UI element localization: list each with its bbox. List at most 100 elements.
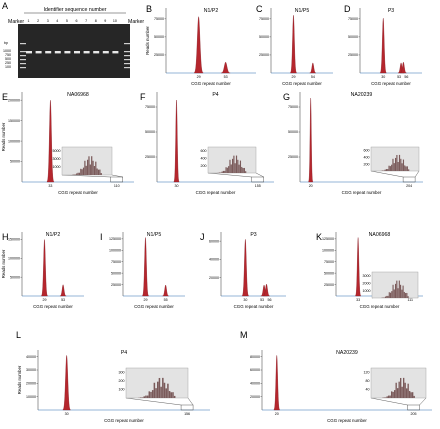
- x-axis-label: CGG repeat number: [33, 304, 73, 309]
- panel-m: M NA20239 20000 40000 60000 80000 20 205 CGG rep…: [240, 330, 432, 423]
- inset-bar: [386, 295, 388, 298]
- y-tick-label: 50000: [111, 271, 121, 275]
- gel-ladder-band: [20, 51, 26, 53]
- inset-bar: [226, 167, 228, 173]
- inset-bar: [413, 395, 415, 398]
- y-tick-label: 25000: [348, 53, 358, 57]
- y-tick-label: 150000: [8, 238, 20, 242]
- panel-a-gel: A Identifier sequence number Marker Mark…: [2, 1, 144, 78]
- panel-g: G NA20239 25000 50000 75000 20 204 CGG repeat n…: [283, 92, 423, 195]
- inset-bar: [395, 382, 397, 398]
- y-tick-label: 60000: [250, 368, 260, 372]
- panel-j: J P3 20000 40000 60000 30 53 56 CGG repeat numbe…: [200, 232, 286, 309]
- x-tick-label: 53: [224, 75, 228, 79]
- inset-bar: [89, 164, 91, 175]
- inset-bar: [73, 174, 75, 175]
- inset-bar: [405, 293, 407, 298]
- panel-letter: H: [2, 232, 9, 242]
- inset-bar: [165, 388, 167, 398]
- inset-y-tick-label: 600: [364, 149, 370, 153]
- inset-bar: [85, 165, 87, 175]
- inset-y-tick-label: 100: [119, 388, 125, 392]
- inset-bar: [93, 166, 96, 175]
- inset-bar: [173, 395, 176, 398]
- zoom-line: [419, 397, 427, 406]
- inset-bar: [88, 156, 90, 175]
- x-axis-label: CGG repeat number: [58, 190, 98, 195]
- gel-lane-number: 2: [37, 19, 39, 23]
- y-tick-label: 75000: [154, 17, 164, 21]
- gel-ladder-label: 1000: [3, 49, 11, 53]
- y-tick-label: 50000: [348, 35, 358, 39]
- inset-bar: [384, 169, 386, 171]
- inset-bar: [91, 156, 93, 175]
- inset-y-tick-label: 400: [364, 155, 370, 159]
- zoom-box: [407, 404, 420, 411]
- inset-bar: [393, 163, 395, 171]
- inset-bar: [95, 161, 97, 175]
- gel-ladder-band: [124, 67, 130, 69]
- panel-letter: G: [283, 92, 290, 102]
- x-tick-label: 110: [114, 184, 120, 188]
- inset-bar: [404, 165, 406, 171]
- gel-ladder-band: [20, 43, 26, 45]
- panel-title: NA06968: [369, 232, 391, 238]
- x-axis-label: CGG repeat number: [196, 190, 236, 195]
- histogram-peak: [41, 239, 48, 297]
- inset-bar: [389, 395, 391, 398]
- inset-bar: [74, 174, 76, 175]
- inset-bar: [398, 381, 400, 398]
- panel-title: NA06968: [67, 92, 89, 98]
- y-tick-label: 30000: [26, 368, 36, 372]
- inset-bar: [232, 158, 234, 173]
- inset-bar: [396, 154, 398, 171]
- y-tick-label: 100000: [322, 248, 334, 252]
- panel-letter: K: [316, 232, 322, 242]
- inset-y-tick-label: 3000: [363, 274, 371, 278]
- gel-band: [26, 51, 32, 54]
- inset-bar: [141, 397, 144, 398]
- x-tick-label: 30: [381, 75, 385, 79]
- gel-band: [54, 51, 61, 54]
- inset-bar: [99, 169, 101, 175]
- gel-band: [35, 51, 42, 54]
- gel-lane-number: 9: [104, 19, 106, 23]
- x-axis-label: CGG repeat number: [342, 190, 382, 195]
- gel-ladder-band: [20, 63, 26, 65]
- inset: 200 400 600: [364, 146, 420, 183]
- inset-bar: [389, 292, 392, 298]
- x-axis-label: CGG repeat number: [104, 418, 144, 423]
- panel-letter: I: [100, 232, 103, 242]
- gel-band: [102, 51, 109, 54]
- y-tick-label: 75000: [324, 260, 334, 264]
- y-tick-label: 50000: [324, 271, 334, 275]
- inset-bar: [391, 291, 393, 298]
- inset-bar: [162, 377, 164, 398]
- inset-bar: [402, 159, 405, 171]
- inset-bar: [234, 163, 236, 173]
- inset-bar: [92, 160, 94, 175]
- gel-band: [83, 51, 90, 54]
- y-tick-label: 75000: [348, 17, 358, 21]
- x-tick-label: 53: [397, 75, 401, 79]
- panel-h: H N1/P2 50000 100000 150000 Reads number 29 53 C…: [1, 232, 84, 309]
- inset-bar: [78, 172, 81, 175]
- zoom-box: [251, 176, 264, 183]
- histogram-peak: [309, 62, 317, 74]
- inset-bar: [82, 167, 85, 175]
- histogram-peak: [380, 18, 387, 74]
- panel-l: L P4 10000 20000 30000 40000 Reads number 30 156…: [16, 330, 210, 423]
- inset-bar: [153, 382, 156, 398]
- y-tick-label: 200000: [8, 98, 20, 102]
- panel-letter: A: [2, 1, 8, 11]
- inset-bar: [100, 173, 102, 175]
- inset-bar: [384, 296, 387, 298]
- panel-title: N1/P5: [295, 8, 310, 14]
- gel-ladder-label: 500: [5, 57, 11, 61]
- inset: 1000 3000 5000: [53, 146, 123, 183]
- panel-k: K NA06968 25000 50000 75000 100000 125000 33 111…: [316, 232, 423, 309]
- inset-bar: [76, 173, 78, 175]
- x-tick-label: 20: [275, 412, 279, 416]
- gel-lane-number: 3: [47, 19, 49, 23]
- gel-ladder-label: 250: [5, 61, 11, 65]
